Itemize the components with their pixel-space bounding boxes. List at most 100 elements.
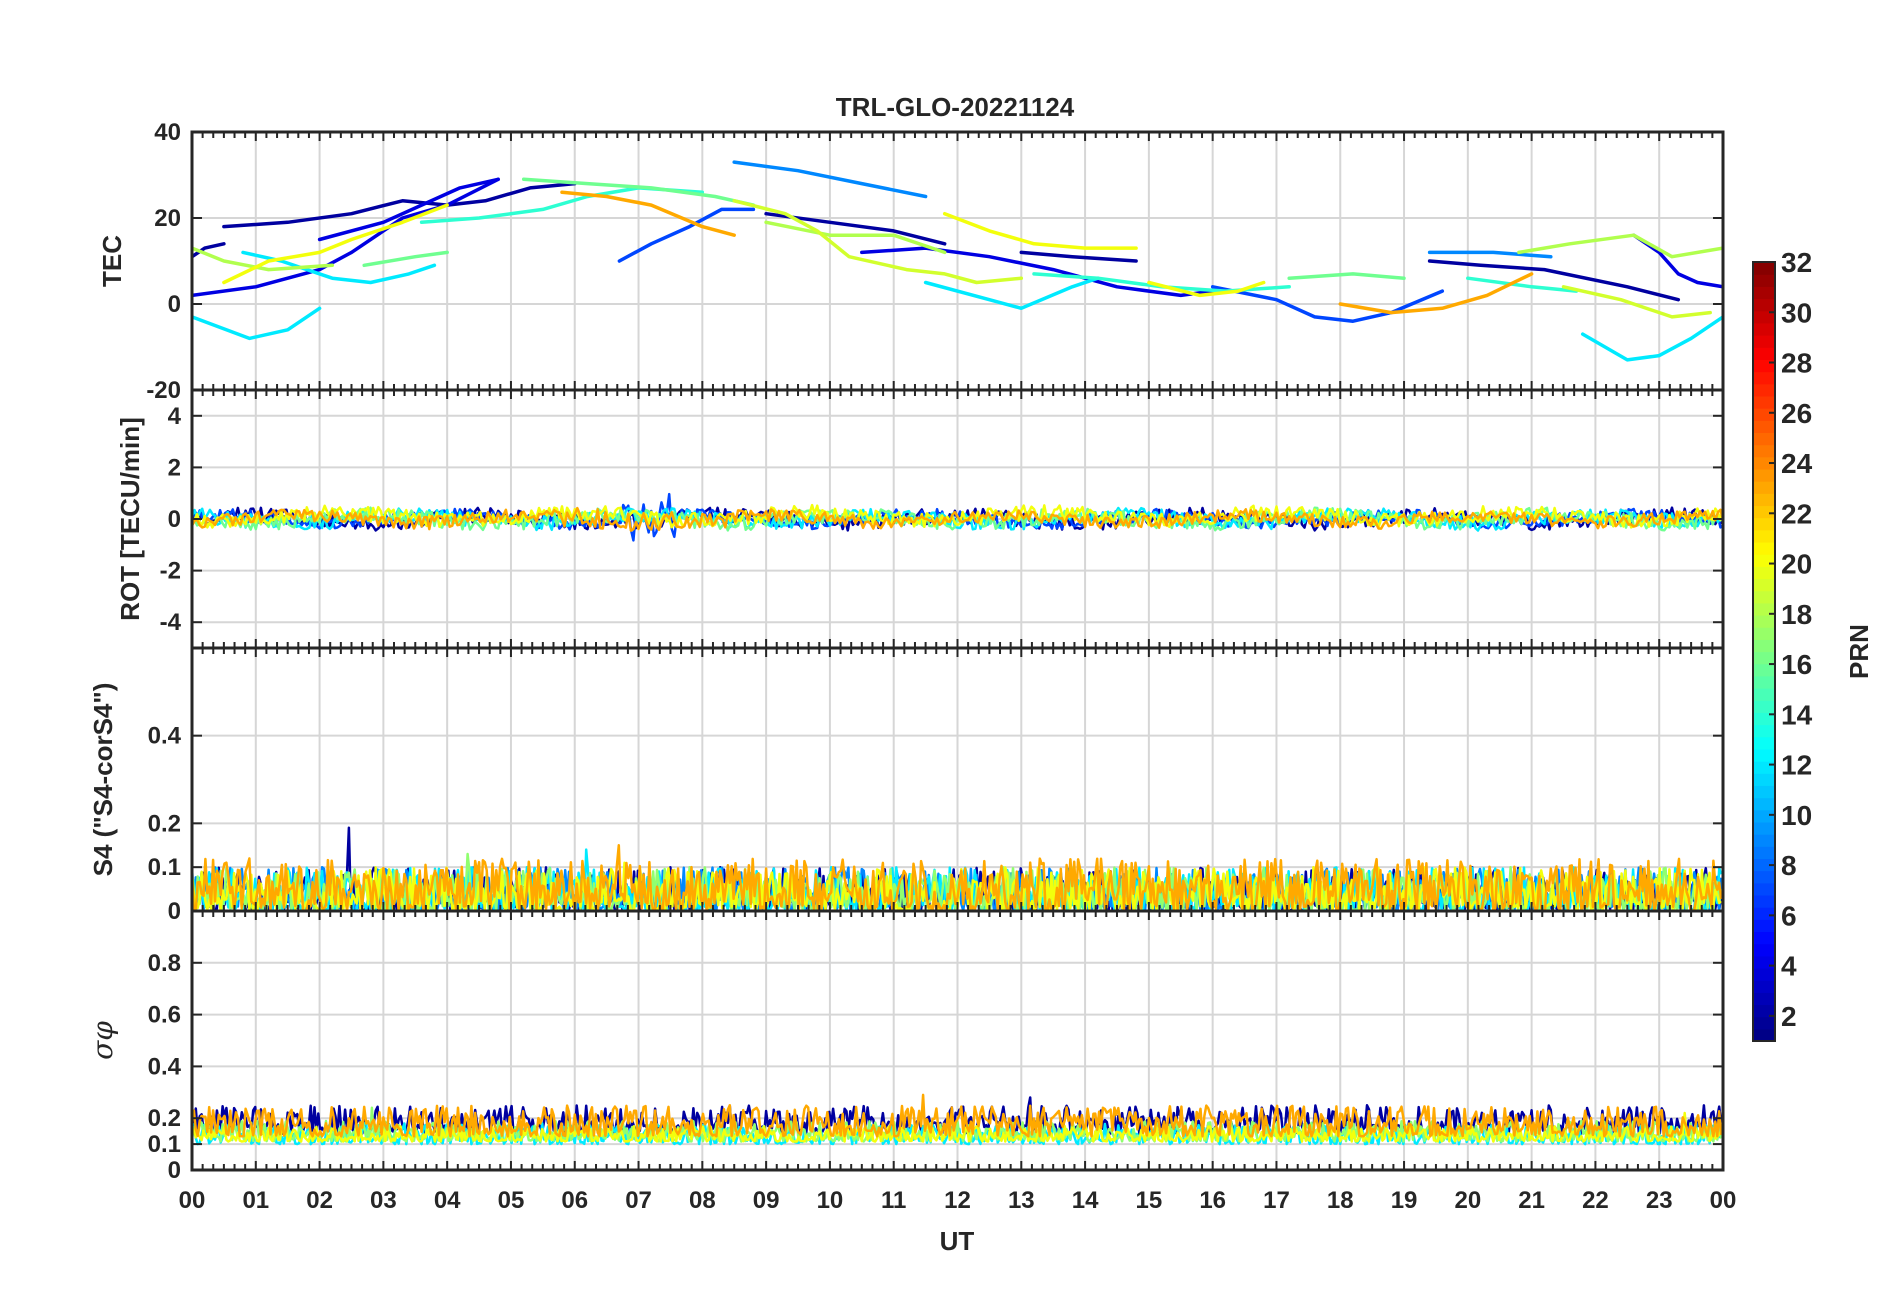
colorbar-tick-label: 10 <box>1781 800 1812 831</box>
colorbar-band <box>1753 310 1775 324</box>
tec-series-prn-9 <box>1427 250 1553 259</box>
colorbar-tick-label: 16 <box>1781 649 1812 680</box>
panel-frame <box>190 909 1725 1172</box>
s4-series-prn-23 <box>192 844 1723 911</box>
y-tick-label: -2 <box>160 558 181 585</box>
y-tick-label: 0 <box>168 1157 181 1184</box>
colorbar-tick-label: 20 <box>1781 549 1812 580</box>
colorbar-tick-label: 24 <box>1781 448 1813 479</box>
y-tick-label: 40 <box>154 119 181 146</box>
y-tick-label: 0.4 <box>148 1053 182 1080</box>
colorbar-band <box>1753 335 1775 348</box>
tec-series-prn-20 <box>222 203 449 285</box>
y-tick-label: 0.4 <box>148 723 182 750</box>
x-tick-label: 11 <box>881 1187 906 1214</box>
y-tick-label: 20 <box>154 205 181 232</box>
colorbar-band <box>1753 371 1775 385</box>
tec-series-prn-4 <box>860 246 1215 298</box>
tec-series-prn-20 <box>942 211 1138 250</box>
y-tick-label: 0.6 <box>148 1002 181 1029</box>
colorbar-band <box>1753 967 1775 981</box>
tec-series-prn-18 <box>764 220 947 255</box>
x-axis-label: UT <box>940 1226 975 1256</box>
colorbar-band <box>1753 432 1775 446</box>
colorbar-band <box>1753 566 1775 580</box>
colorbar-tick-label: 22 <box>1781 498 1812 529</box>
x-tick-label: 02 <box>306 1187 333 1214</box>
tec-series-prn-23 <box>560 190 736 237</box>
tec-series-prn-9 <box>732 160 928 199</box>
colorbar-band <box>1753 481 1775 494</box>
colorbar-tick-label: 28 <box>1781 348 1812 379</box>
colorbar-band <box>1753 700 1775 713</box>
colorbar-band <box>1753 639 1775 653</box>
panel-3: 0.4 0.2 0.1 0 S4 ("S4-corS4") <box>88 646 1725 925</box>
tec-series-prn-14 <box>1466 276 1579 293</box>
tec-series-prn-2 <box>1019 250 1138 263</box>
colorbar-band <box>1753 761 1775 774</box>
x-tick-label: 21 <box>1518 1187 1545 1214</box>
tec-series-prn-19 <box>1561 285 1712 319</box>
colorbar-band <box>1753 809 1775 823</box>
colorbar-tick-label: 12 <box>1781 750 1812 781</box>
colorbar-band <box>1753 773 1775 786</box>
colorbar-tick-label: 32 <box>1781 247 1812 278</box>
colorbar-band <box>1753 322 1775 336</box>
x-tick-label: 15 <box>1136 1187 1163 1214</box>
x-tick-label: 08 <box>689 1187 716 1214</box>
tec-series-prn-16 <box>521 177 756 207</box>
colorbar-band <box>1753 444 1775 458</box>
y-tick-label: 0.8 <box>148 950 181 977</box>
x-tick-label: 10 <box>817 1187 844 1214</box>
colorbar-band <box>1753 493 1775 507</box>
colorbar-tick-label: 8 <box>1781 850 1797 881</box>
colorbar-band <box>1753 578 1775 592</box>
colorbar-band <box>1753 383 1775 397</box>
colorbar-band <box>1753 675 1775 689</box>
y-tick-label: 4 <box>168 403 182 430</box>
y-tick-label: 0.2 <box>148 1105 181 1132</box>
colorbar-tick-label: 14 <box>1781 699 1813 730</box>
colorbar-band <box>1753 468 1775 482</box>
colorbar-band <box>1753 262 1775 275</box>
colorbar-band <box>1753 894 1775 908</box>
y-tick-label: 0 <box>168 506 181 533</box>
colorbar-band <box>1753 554 1775 567</box>
x-tick-label: 06 <box>561 1187 588 1214</box>
x-axis: 00 01 02 03 04 05 06 07 08 09 10 11 12 13 14 15 16 17 18 19… <box>179 1187 1737 1214</box>
colorbar-band <box>1753 907 1775 920</box>
colorbar-band <box>1753 724 1775 738</box>
tec-series-prn-12 <box>192 306 322 341</box>
y-tick-label: 0.1 <box>148 1131 181 1158</box>
colorbar-band <box>1753 505 1775 519</box>
x-tick-label: 07 <box>625 1187 652 1214</box>
x-tick-label: 03 <box>370 1187 397 1214</box>
colorbar-band <box>1753 1004 1775 1018</box>
colorbar-band <box>1753 785 1775 799</box>
y-axis-label: σφ <box>86 1021 119 1060</box>
colorbar-band <box>1753 821 1775 835</box>
tec-series-prn-2 <box>192 242 226 259</box>
colorbar-band <box>1753 797 1775 811</box>
tec-series-prn-16 <box>362 250 449 268</box>
colorbar-band <box>1753 359 1775 373</box>
tec-series-prn-12 <box>923 276 1100 311</box>
colorbar-band <box>1753 882 1775 896</box>
x-tick-label: 12 <box>944 1187 971 1214</box>
rot-series-prn-23 <box>192 506 1723 532</box>
y-tick-label: 0.1 <box>148 854 181 881</box>
tec-series-prn-19 <box>732 199 1024 285</box>
colorbar-band <box>1753 663 1775 677</box>
y-tick-label: -20 <box>146 377 181 404</box>
chart-title: TRL-GLO-20221124 <box>836 92 1075 122</box>
colorbar-band <box>1753 274 1775 287</box>
colorbar-frame <box>1752 261 1776 1042</box>
x-tick-label: 14 <box>1072 1187 1099 1214</box>
colorbar-band <box>1753 408 1775 421</box>
colorbar-band <box>1753 517 1775 531</box>
colorbar-band <box>1753 846 1775 860</box>
colorbar-band <box>1753 614 1775 628</box>
y-tick-label: 0 <box>168 898 181 925</box>
